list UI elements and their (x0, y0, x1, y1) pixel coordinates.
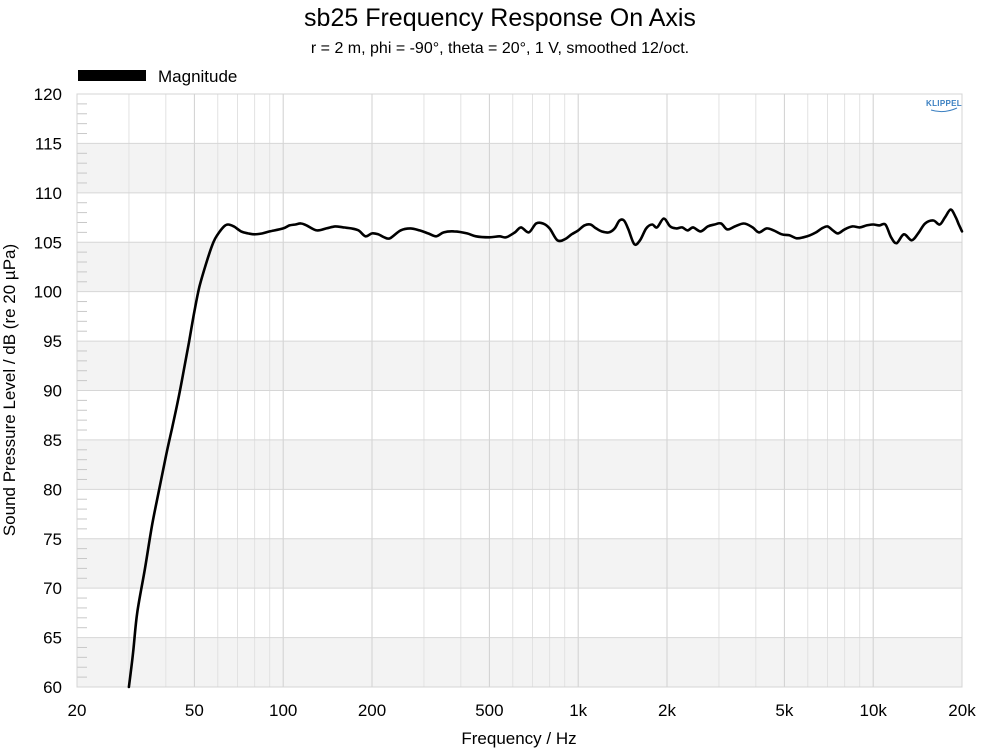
legend-swatch (78, 70, 146, 81)
x-tick-label: 200 (358, 701, 386, 720)
y-tick-label: 105 (34, 233, 62, 252)
x-tick-labels: 20 50 100 200 500 1k 2k 5k 10k 20k (68, 701, 977, 720)
klippel-logo-text: KLIPPEL (926, 99, 962, 108)
y-minor-ticks (77, 103, 87, 678)
y-tick-label: 90 (43, 382, 62, 401)
y-tick-label: 95 (43, 332, 62, 351)
y-tick-label: 65 (43, 629, 62, 648)
klippel-logo: KLIPPEL (926, 99, 962, 113)
y-tick-label: 80 (43, 480, 62, 499)
x-tick-label: 100 (269, 701, 297, 720)
klippel-logo-swoosh (930, 107, 958, 113)
legend: Magnitude (78, 67, 237, 86)
x-tick-label: 10k (859, 701, 887, 720)
plot-band (77, 143, 962, 193)
x-tick-label: 20k (948, 701, 976, 720)
legend-label: Magnitude (158, 67, 237, 86)
x-tick-label: 5k (775, 701, 793, 720)
y-tick-label: 70 (43, 579, 62, 598)
y-tick-label: 85 (43, 431, 62, 450)
y-tick-label: 115 (35, 134, 62, 153)
chart-title: sb25 Frequency Response On Axis (304, 4, 696, 32)
y-tick-label: 100 (34, 283, 62, 302)
y-tick-label: 110 (35, 184, 62, 203)
y-tick-label: 60 (43, 678, 62, 697)
chart-subtitle: r = 2 m, phi = -90°, theta = 20°, 1 V, s… (311, 40, 689, 57)
x-tick-label: 50 (185, 701, 204, 720)
y-tick-labels: 60 65 70 75 80 85 90 95 100 105 110 115 120 (34, 85, 62, 697)
data-series (127, 208, 964, 689)
plot-band (77, 538, 962, 589)
plot-band (77, 242, 962, 292)
y-tick-label: 120 (34, 85, 62, 104)
x-axis-label: Frequency / Hz (461, 729, 576, 748)
x-tick-label: 1k (569, 701, 587, 720)
plot-band (77, 439, 962, 490)
x-tick-label: 500 (475, 701, 503, 720)
x-tick-label: 20 (68, 701, 87, 720)
plot-band (77, 341, 962, 391)
x-tick-label: 2k (658, 701, 676, 720)
plot-bands (77, 143, 962, 687)
plot-band (77, 637, 962, 687)
plot-frame (76, 93, 963, 688)
y-tick-label: 75 (43, 530, 62, 549)
series-line-magnitude (127, 208, 964, 689)
y-axis-label: Sound Pressure Level / dB (re 20 µPa) (0, 244, 19, 536)
